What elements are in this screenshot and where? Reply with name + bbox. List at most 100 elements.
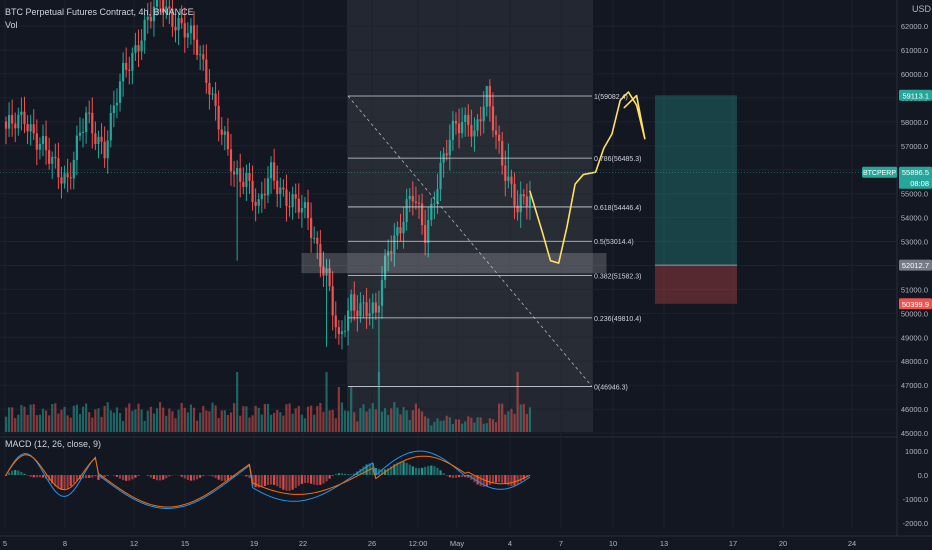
macd-histogram-bar: [17, 470, 20, 475]
price-axis: 45000.0 46000.0 47000.0 48000.0 49000.0 50000…: [862, 22, 932, 528]
volume-bar: [54, 403, 57, 432]
candle-body: [205, 59, 208, 84]
volume-bar: [260, 414, 263, 432]
candle-body: [331, 286, 334, 316]
macd-histogram-bar: [32, 475, 35, 478]
support-zone: [301, 253, 607, 274]
macd-histogram-bar: [159, 475, 162, 481]
volume-bar: [359, 408, 362, 432]
candle-body: [94, 133, 97, 144]
volume-bar: [174, 418, 177, 432]
candle-body: [97, 136, 100, 144]
candle-body: [35, 133, 38, 150]
macd-pane: [4, 450, 532, 509]
volume-bar: [94, 409, 97, 432]
candle-body: [85, 112, 88, 132]
candle-body: [208, 83, 211, 95]
volume-bar: [337, 387, 340, 432]
candle-body: [106, 140, 109, 159]
candle-body: [162, 0, 165, 13]
candle-body: [134, 45, 137, 53]
volume-bar: [257, 407, 260, 432]
candle-body: [239, 168, 242, 182]
volume-bar: [14, 418, 17, 432]
volume-bar: [211, 402, 214, 432]
macd-histogram-bar: [186, 475, 189, 480]
volume-bar: [26, 414, 29, 432]
candle-body: [186, 33, 189, 38]
macd-histogram-bar: [122, 475, 125, 481]
macd-histogram-bar: [519, 475, 522, 483]
macd-histogram-bar: [155, 475, 159, 481]
volume-bar: [115, 407, 119, 432]
macd-histogram-bar: [41, 475, 45, 478]
candle-body: [507, 176, 510, 181]
candle-body: [473, 130, 476, 137]
fib-level-label: 0.5(53014.4): [594, 239, 634, 246]
volume-bar: [91, 417, 94, 432]
price-tick-label: 62000.0: [901, 22, 928, 31]
candle-body: [180, 18, 183, 24]
volume-bar: [451, 424, 454, 432]
macd-histogram-bar: [424, 466, 427, 475]
volume-bar: [442, 420, 445, 432]
volume-bar: [269, 414, 273, 432]
candle-body: [109, 113, 112, 141]
candle-body: [251, 180, 254, 202]
volume-bar: [66, 415, 69, 432]
price-tick-label: 45000.0: [901, 429, 928, 438]
candle-body: [454, 120, 458, 124]
candle-body: [192, 25, 196, 40]
candle-body: [217, 105, 220, 130]
macd-histogram-bar: [57, 475, 60, 489]
volume-bar: [48, 415, 51, 432]
macd-histogram-bar: [417, 468, 421, 475]
projection-path: [529, 91, 646, 264]
macd-histogram-bar: [149, 475, 152, 478]
fib-level-label: 0.618(54446.4): [594, 205, 641, 212]
candle-body: [245, 172, 248, 187]
candle-body: [504, 165, 507, 181]
candle-body: [408, 195, 411, 200]
volume-bar: [149, 406, 152, 432]
volume-bar: [353, 412, 356, 432]
volume-bar: [380, 411, 384, 432]
price-tick-label: 61000.0: [901, 46, 928, 55]
volume-bar: [390, 408, 393, 432]
candle-body: [100, 136, 103, 142]
macd-histogram-bar: [476, 475, 479, 485]
candle-body: [334, 315, 337, 328]
candle-body: [294, 194, 297, 199]
candle-body: [211, 93, 214, 95]
candle-body: [183, 23, 186, 38]
price-tick-label: 50000.0: [901, 309, 928, 318]
volume-bar: [263, 403, 266, 432]
macd-histogram-bar: [491, 475, 495, 484]
macd-histogram-bar: [350, 474, 353, 475]
macd-histogram-bar: [494, 475, 498, 483]
time-axis: 5 8 12 15 19 22 26 12:00 May 4 7 10 13 17 20 24: [0, 535, 932, 548]
macd-histogram-bar: [334, 474, 337, 475]
macd-histogram-bar: [276, 475, 279, 487]
macd-histogram-bar: [445, 475, 448, 476]
volume-bar: [202, 405, 205, 432]
candle-body: [322, 266, 325, 276]
macd-histogram-bar: [362, 466, 365, 475]
candle-body: [522, 194, 525, 197]
candle-body: [402, 221, 405, 234]
candle-body: [276, 180, 279, 195]
candle-body: [171, 8, 174, 27]
candle-body: [41, 136, 45, 144]
candle-body: [414, 201, 418, 203]
candle-body: [448, 139, 451, 156]
volume-bar: [11, 407, 14, 432]
time-tick-label: 4: [508, 539, 512, 548]
candle-body: [248, 172, 251, 181]
volume-bar: [232, 403, 236, 432]
macd-histogram-bar: [269, 475, 273, 485]
macd-histogram-bar: [414, 467, 418, 475]
candle-body: [387, 250, 390, 256]
candle-body: [291, 194, 294, 208]
volume-bar: [510, 408, 513, 432]
